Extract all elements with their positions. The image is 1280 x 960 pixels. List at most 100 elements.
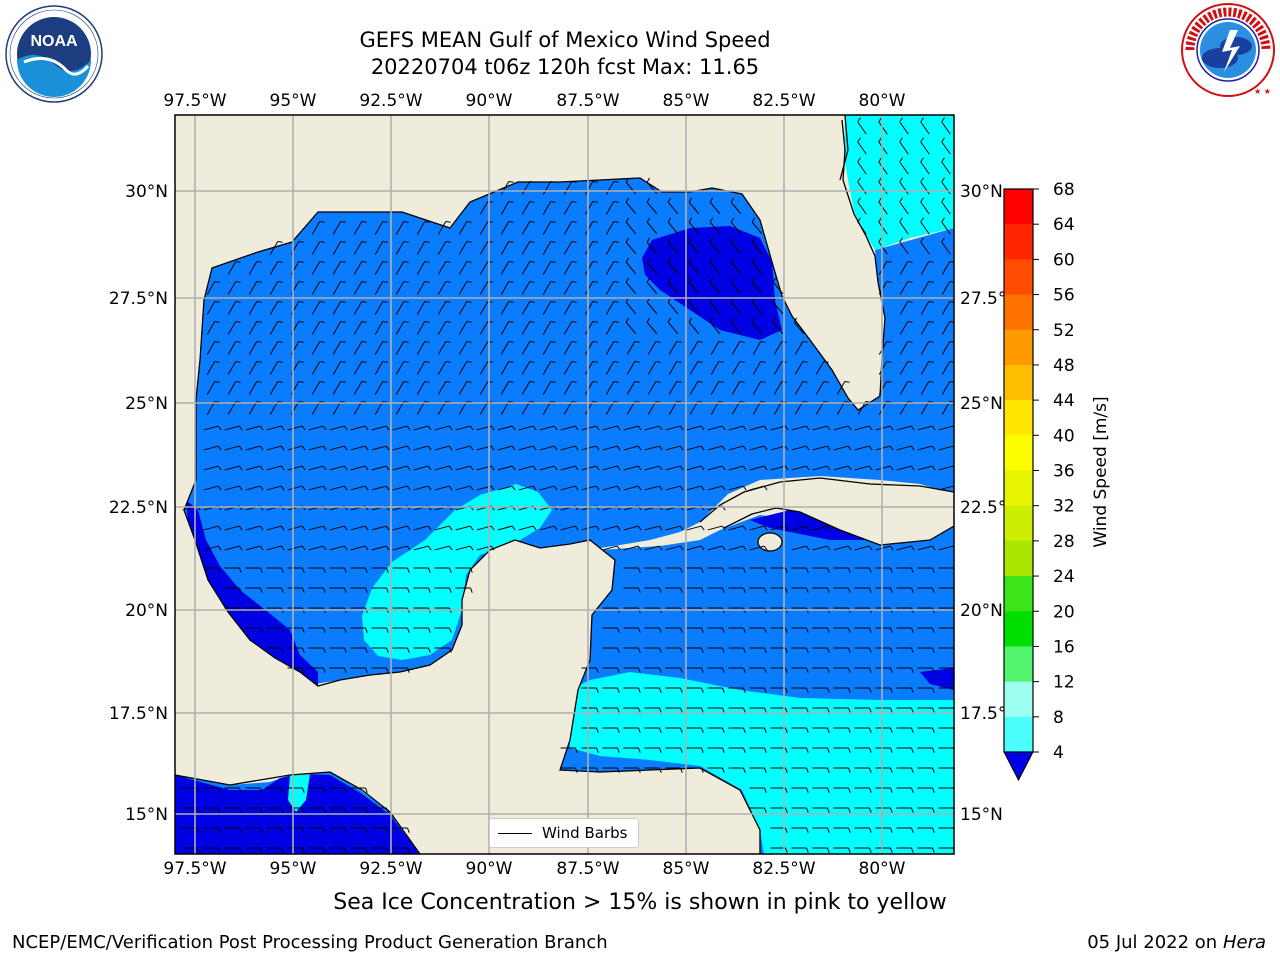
wind-barb (920, 361, 934, 375)
wind-barb (455, 525, 474, 531)
wind-barb (311, 281, 325, 295)
wind-barb (605, 261, 619, 275)
wind-barb (686, 707, 704, 713)
wind-barb (689, 381, 703, 395)
colorbar-bin (1004, 400, 1033, 436)
wind-barb (707, 767, 725, 773)
wind-barb (245, 847, 263, 853)
wind-barb (560, 445, 579, 451)
wind-barb (392, 567, 410, 573)
wind-barb (269, 301, 283, 315)
wind-barb (311, 301, 325, 315)
wind-barb (350, 567, 368, 573)
wind-barb (539, 425, 558, 431)
wind-barb (353, 361, 367, 375)
wind-barb (749, 465, 768, 471)
wind-barb (542, 341, 556, 355)
wind-barb (371, 545, 390, 551)
wind-barb (350, 787, 368, 793)
wind-barb (353, 301, 367, 315)
map-subtitle: 20220704 t06z 120h fcst Max: 11.65 (370, 55, 760, 79)
wind-barb (353, 381, 367, 395)
wind-barb (563, 321, 577, 335)
wind-barb (644, 687, 662, 693)
svg-text:NOAA: NOAA (30, 33, 78, 50)
wind-barb (542, 361, 556, 375)
wind-barb (728, 587, 746, 593)
wind-barb (350, 425, 369, 431)
wind-barb (644, 485, 663, 491)
wind-barb (812, 727, 830, 733)
wind-barb (371, 667, 389, 673)
wind-barb (710, 341, 724, 355)
wind-barb (728, 627, 746, 633)
wind-barb (896, 465, 915, 471)
wind-barb (395, 221, 409, 235)
wind-barb (875, 687, 893, 693)
wind-barb (308, 847, 326, 853)
wind-barb (730, 257, 742, 275)
wind-barb (878, 177, 888, 195)
wind-barb (812, 587, 830, 593)
wind-barb (605, 181, 619, 195)
wind-barb (920, 197, 930, 215)
wind-barb (833, 567, 851, 573)
wind-barb (416, 261, 430, 275)
wind-barb (833, 827, 851, 833)
wind-barb (728, 445, 747, 451)
wind-barb (521, 181, 535, 195)
wind-barb (878, 237, 888, 255)
wind-barb (899, 157, 909, 175)
nws-logo: ★ ★ (1181, 3, 1275, 97)
wind-barb (269, 261, 283, 275)
wind-barb (749, 445, 768, 451)
wind-barb (791, 827, 809, 833)
wind-barb (353, 261, 367, 275)
wind-barb (371, 647, 389, 653)
wind-barb (812, 465, 831, 471)
wind-barb (878, 137, 888, 155)
wind-barb (500, 181, 514, 195)
wind-barb (560, 485, 579, 491)
wind-barb (728, 425, 747, 431)
wind-barb (287, 545, 306, 551)
wind-barb (833, 425, 852, 431)
wind-barb (602, 747, 620, 753)
wind-barb (878, 261, 892, 275)
wind-barb (329, 587, 347, 593)
wind-barb (206, 281, 220, 295)
wind-barb (329, 847, 347, 853)
wind-barb (245, 545, 264, 551)
wind-barb (500, 341, 514, 355)
wind-barb (521, 201, 535, 215)
wind-barb (332, 221, 346, 235)
wind-barb (500, 281, 514, 295)
wind-barbs-legend: Wind Barbs (489, 818, 639, 848)
wind-barb (917, 545, 936, 551)
wind-barb (791, 465, 810, 471)
colorbar-bin (1004, 505, 1033, 542)
wind-barb (665, 747, 683, 753)
wind-barb (269, 361, 283, 375)
wind-barb (731, 361, 745, 375)
wind-barb (709, 257, 721, 275)
wind-barb (266, 485, 285, 491)
wind-barb (332, 361, 346, 375)
wind-barb (584, 281, 598, 295)
wind-barb (416, 341, 430, 355)
wind-barb (248, 301, 262, 315)
wind-barb (395, 261, 409, 275)
colorbar-tick-label: 8 (1053, 708, 1064, 728)
lon-label-bottom: 92.5°W (359, 859, 422, 879)
wind-barb (686, 425, 705, 431)
wind-barb (833, 727, 851, 733)
wind-barb (791, 667, 809, 673)
colorbar-bin (1004, 329, 1033, 366)
wind-barb (686, 667, 704, 673)
wind-barb (667, 197, 679, 215)
wind-barb (500, 241, 514, 255)
wind-barb (709, 217, 721, 235)
wind-barb (623, 525, 642, 531)
wind-barb (395, 361, 409, 375)
wind-barb (854, 445, 873, 451)
